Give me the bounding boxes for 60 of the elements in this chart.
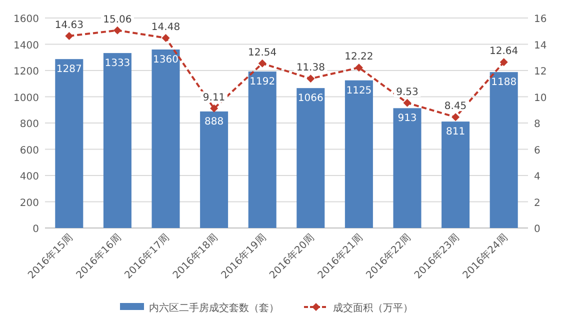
y-tick-label: 1400 [14, 40, 39, 52]
data-label: 1125 [346, 85, 372, 96]
legend-label: 内六区二手房成交套数（套） [149, 302, 279, 314]
data-label: 14.63 [54, 20, 84, 31]
y-tick-label: 600 [20, 145, 39, 156]
data-label: 12.54 [248, 47, 277, 58]
point [306, 74, 315, 83]
bar [200, 111, 228, 228]
point [452, 113, 460, 122]
data-label: 811 [446, 126, 466, 138]
data-label: 14.48 [151, 22, 180, 33]
y2-tick-label: 16 [534, 14, 547, 25]
data-label: 1192 [250, 76, 276, 88]
y-tick-label: 400 [20, 172, 39, 182]
bar [490, 72, 518, 228]
data-label: 1066 [298, 93, 324, 104]
data-label: 8.45 [444, 101, 467, 112]
y2-tick-label: 14 [534, 40, 547, 52]
y-tick-label: 1600 [14, 14, 39, 25]
y2-tick-label: 12 [534, 66, 547, 78]
point [210, 104, 218, 112]
data-label: 15.06 [103, 14, 132, 26]
legend-label: 成交面积（万平） [333, 302, 413, 314]
data-label: 888 [204, 116, 224, 128]
data-label: 1287 [56, 64, 82, 76]
point [113, 26, 122, 34]
bar [152, 50, 180, 228]
bar [393, 108, 422, 228]
bar [442, 122, 470, 228]
y-tick-label: 200 [20, 198, 39, 209]
point [500, 58, 508, 66]
data-label: 9.53 [396, 86, 418, 98]
data-label: 9.11 [202, 92, 226, 104]
bar [296, 88, 325, 228]
y2-tick-label: 10 [534, 92, 547, 104]
y2-tick-label: 6 [534, 145, 540, 156]
y-tick-label: 0 [32, 224, 39, 235]
data-label: 1188 [491, 77, 517, 88]
bar [103, 53, 132, 228]
y2-tick-label: 0 [534, 224, 540, 235]
y-tick-label: 1200 [14, 66, 39, 78]
bar [248, 72, 276, 228]
data-label: 1360 [153, 54, 178, 66]
data-label: 12.22 [344, 52, 374, 63]
point [258, 59, 266, 68]
y-tick-label: 1000 [14, 92, 39, 104]
point [354, 64, 363, 72]
data-label: 11.38 [296, 62, 325, 74]
data-label: 1333 [104, 58, 130, 70]
bar [344, 80, 373, 228]
y-tick-label: 800 [20, 119, 39, 130]
point [65, 32, 74, 40]
y2-tick-label: 4 [534, 172, 540, 182]
y2-tick-label: 8 [534, 119, 540, 130]
point [403, 98, 412, 107]
point [162, 34, 170, 42]
y2-tick-label: 2 [534, 198, 540, 209]
bar [55, 59, 84, 228]
data-label: 913 [398, 113, 417, 124]
data-label: 12.64 [490, 46, 518, 58]
